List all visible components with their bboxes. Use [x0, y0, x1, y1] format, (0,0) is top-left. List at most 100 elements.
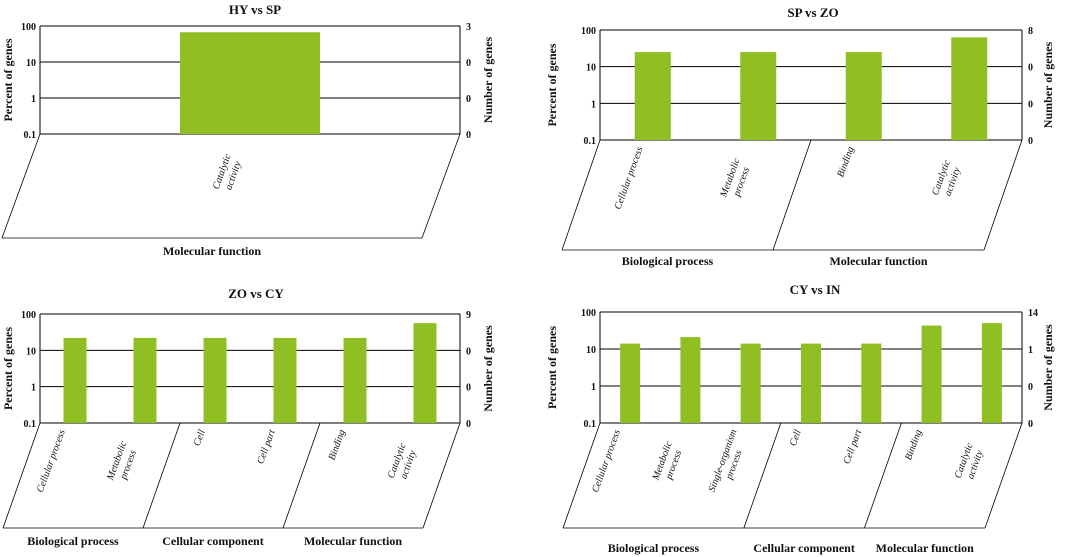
y-axis-title: Percent of genes	[1, 38, 15, 121]
y2-tick-label: 0	[466, 130, 471, 141]
chart-title: CY vs IN	[790, 282, 841, 297]
group-label: Molecular function	[304, 534, 402, 548]
category-label: Metabolicprocess	[650, 439, 686, 486]
group-label: Biological process	[27, 534, 119, 548]
y-tick-label: 10	[26, 346, 36, 357]
y-tick-label: 10	[26, 58, 36, 69]
bar-metabolic-process	[133, 337, 157, 423]
y2-tick-label: 0	[466, 419, 471, 430]
group-label: Molecular function	[829, 254, 927, 268]
y-axis-title: Percent of genes	[545, 326, 559, 409]
label-frame-right	[984, 422, 1023, 529]
category-label: Metabolicprocess	[718, 156, 754, 203]
bar-catalytic-activity	[981, 323, 1002, 423]
y-tick-label: 1	[591, 99, 596, 110]
category-label: Cell	[788, 428, 804, 448]
category-label: Metabolicprocess	[105, 439, 141, 486]
group-separator	[772, 139, 812, 251]
label-frame-right	[421, 133, 461, 239]
category-label: Binding	[327, 428, 348, 462]
y2-tick-label: 3	[466, 22, 471, 33]
y2-tick-label: 0	[1028, 99, 1033, 110]
y-tick-label: 100	[21, 310, 36, 321]
group-label: Cellular component	[162, 534, 263, 548]
y-tick-label: 1	[591, 382, 596, 393]
y2-axis-title: Number of genes	[1041, 324, 1055, 411]
bar-catalytic-activity	[951, 37, 988, 140]
category-label: Catalyticactivity	[930, 158, 964, 201]
y2-tick-label: 0	[466, 383, 471, 394]
bar-metabolic-process	[680, 337, 701, 423]
group-separator	[743, 422, 782, 529]
group-label: Cellular component	[753, 541, 854, 555]
bar-metabolic-process	[740, 52, 777, 141]
y-tick-label: 0.1	[584, 136, 597, 147]
y2-tick-label: 0	[466, 346, 471, 357]
category-label: Binding	[903, 428, 924, 462]
category-label: Catalyticactivity	[953, 441, 987, 484]
bar-cellular-process	[63, 337, 87, 423]
y2-tick-label: 0	[1028, 419, 1033, 430]
group-label: Biological process	[622, 254, 714, 268]
y2-axis-title: Number of genes	[481, 325, 495, 412]
category-label: Single-organismprocess	[707, 428, 751, 498]
y2-axis-title: Number of genes	[481, 36, 495, 123]
y-tick-label: 0.1	[584, 419, 597, 430]
y-axis-title: Percent of genes	[1, 327, 15, 410]
bar-cellular-process	[620, 343, 641, 423]
y2-tick-label: 9	[466, 310, 471, 321]
chart-title: ZO vs CY	[228, 286, 284, 301]
label-frame-right	[422, 422, 461, 529]
y2-tick-label: 8	[1028, 26, 1033, 37]
category-label: Cellular process	[613, 145, 646, 211]
chart-title: HY vs SP	[229, 2, 281, 17]
y-axis-title: Percent of genes	[545, 43, 559, 126]
y-tick-label: 100	[581, 26, 596, 37]
bar-cell	[801, 343, 821, 423]
bar-cell-part	[861, 343, 882, 423]
bar-catalytic-activity	[180, 32, 320, 134]
y-tick-label: 100	[581, 308, 596, 319]
y2-tick-label: 0	[466, 58, 471, 69]
y-tick-label: 10	[586, 63, 596, 74]
bar-binding	[845, 52, 882, 141]
category-label: Cell	[192, 428, 208, 448]
group-separator	[864, 422, 902, 529]
bar-cell-part	[273, 337, 297, 423]
category-label: Cell part	[255, 428, 278, 466]
group-label: Molecular function	[163, 244, 261, 258]
bar-binding	[343, 337, 367, 423]
group-label: Molecular function	[876, 541, 974, 555]
category-label: Catalyticactivity	[211, 152, 245, 195]
bar-catalytic-activity	[413, 323, 437, 423]
y-tick-label: 0.1	[24, 130, 37, 141]
y2-axis-title: Number of genes	[1041, 41, 1055, 128]
y2-tick-label: 0	[1028, 382, 1033, 393]
y-tick-label: 10	[586, 345, 596, 356]
bar-cell	[203, 337, 227, 423]
bar-binding	[921, 325, 942, 423]
y2-tick-label: 0	[466, 94, 471, 105]
y2-tick-label: 0	[1028, 136, 1033, 147]
category-label: Cellular process	[35, 428, 68, 494]
label-frame-left	[2, 422, 41, 529]
group-separator	[142, 422, 181, 529]
y2-tick-label: 14	[1028, 308, 1038, 319]
y-tick-label: 100	[21, 22, 36, 33]
y-tick-label: 1	[31, 383, 36, 394]
y2-tick-label: 1	[1028, 345, 1033, 356]
y-tick-label: 0.1	[24, 419, 37, 430]
category-label: Binding	[835, 145, 856, 179]
label-frame-left	[561, 139, 601, 251]
category-label: Catalyticactivity	[386, 441, 420, 484]
category-label: Cell part	[842, 428, 865, 466]
y-tick-label: 1	[31, 94, 36, 105]
group-separator	[282, 422, 321, 529]
bar-cellular-process	[634, 52, 671, 141]
bar-single-organism-process	[740, 343, 761, 423]
